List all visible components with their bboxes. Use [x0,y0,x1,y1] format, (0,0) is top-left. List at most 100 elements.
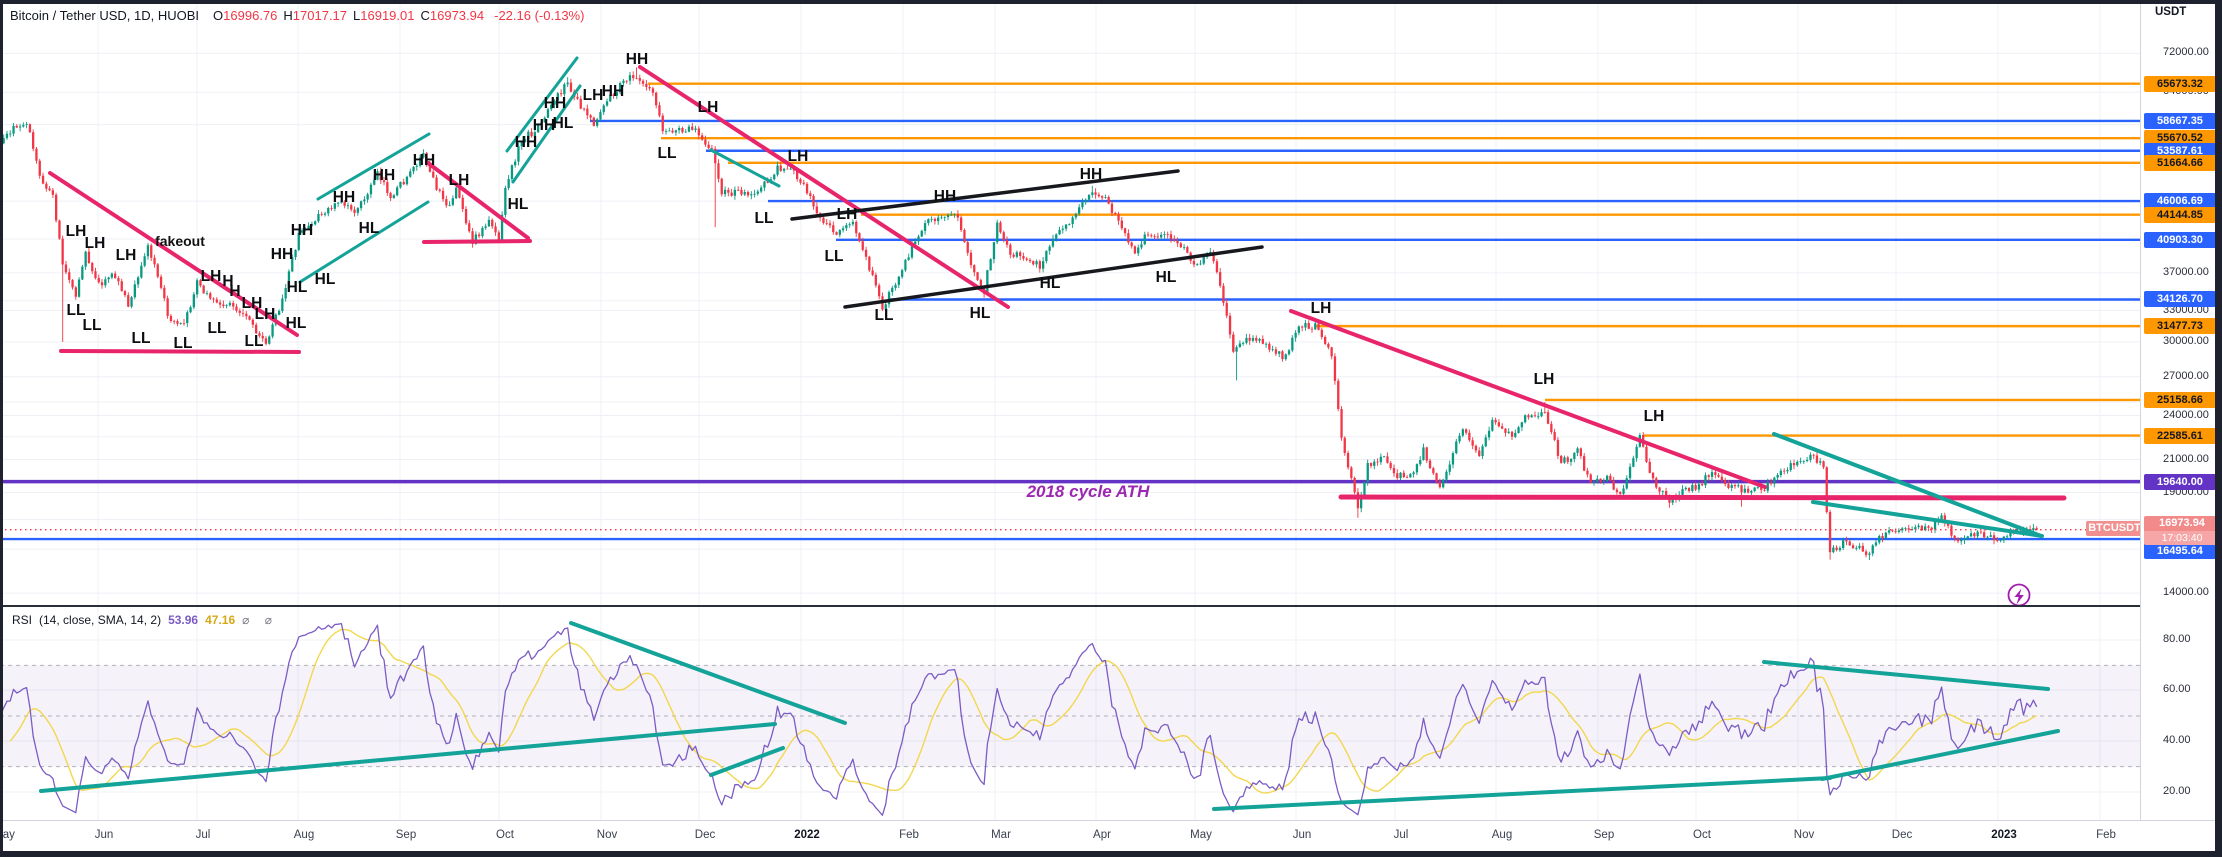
swing-label-LH[interactable]: LH [242,295,263,312]
trendline-pink[interactable] [422,239,532,244]
swing-label-HH[interactable]: HH [291,222,313,239]
trendline-teal[interactable] [316,132,431,201]
swing-label-LH[interactable]: LH [85,235,106,252]
swing-label-H[interactable]: H [229,283,240,300]
high-label: H [283,7,293,23]
swing-label-LL[interactable]: LL [132,330,151,347]
swing-label-HH[interactable]: HH [373,167,395,184]
level-price-label: 16495.64 [2144,543,2216,559]
level-price-label: 65673.32 [2144,75,2216,92]
swing-label-HH[interactable]: HH [1080,166,1102,183]
rsi-trendline[interactable] [39,722,777,793]
swing-label-LL[interactable]: LL [208,320,227,337]
close-value: 16973.94 [429,7,485,23]
price-axis[interactable]: USDT 16973.94 17:03:40 72000.0064000.003… [2140,0,2222,820]
swing-label-LL[interactable]: LL [755,210,774,227]
trendline-teal[interactable] [511,84,582,184]
swing-label-HL[interactable]: HL [359,220,380,237]
rsi-trendline[interactable] [1820,729,2060,781]
trendline-pink[interactable] [59,349,301,354]
rsi-indicator-legend[interactable]: RSI (14, close, SMA, 14, 2) 53.96 47.16 … [12,612,278,628]
trendline-pink[interactable] [638,65,1010,309]
swing-label-HH[interactable]: HH [626,51,648,68]
swing-label-LH[interactable]: LH [201,268,222,285]
swing-label-HL[interactable]: HL [553,115,574,132]
trendline-pink[interactable] [426,161,530,240]
rsi-value: 53.96 [168,613,199,627]
time-axis[interactable]: May Jun Jul Aug Sep Oct Nov Dec 2022 Feb Mar Apr May… [0,820,2222,852]
swing-label-HL[interactable]: HL [1156,269,1177,286]
swing-label-HH[interactable]: HH [333,189,355,206]
window-frame-right [2215,0,2222,857]
symbol-title[interactable]: Bitcoin / Tether USD, 1D, HUOBI [10,7,200,23]
rsi-tick: 60.00 [2163,683,2191,695]
swing-label-HL[interactable]: HL [286,315,307,332]
time-axis-label: Dec [694,829,716,841]
trendline-teal[interactable] [298,200,430,284]
trendline-pink[interactable] [1289,309,1767,489]
swing-label-LH[interactable]: LH [66,223,87,240]
rsi-trendline[interactable] [1212,776,1832,811]
candlestick-series [0,67,2038,560]
trendline-teal[interactable] [505,56,579,153]
swing-label-LH[interactable]: LH [837,206,858,223]
swing-label-LH[interactable]: LH [1311,300,1332,317]
trendline-pink[interactable] [1338,494,2067,501]
rsi-trendline[interactable] [1762,660,2050,691]
trendline-pink[interactable] [48,171,299,337]
swing-label-HL[interactable]: HL [287,279,308,296]
swing-label-LL[interactable]: LL [245,333,264,350]
lightning-bolt-icon[interactable] [2007,583,2031,607]
swing-label-LH[interactable]: LH [449,172,470,189]
swing-label-HH[interactable]: HH [934,188,956,205]
rsi-band [0,665,2140,767]
swing-label-LH[interactable]: LH [788,148,809,165]
swing-label-LL[interactable]: LL [875,307,894,324]
swing-label-LL[interactable]: LL [83,317,102,334]
swing-label-LL[interactable]: LL [67,302,86,319]
time-axis-label: Mar [991,829,1011,841]
swing-label-HL[interactable]: HL [1040,275,1061,292]
swing-label-LH[interactable]: LH [116,247,137,264]
swing-label-LH[interactable]: LH [1534,371,1555,388]
trendline-black[interactable] [843,245,1264,309]
swing-label-H[interactable]: H [222,273,233,290]
trendline-teal[interactable] [1772,432,2043,538]
swing-label-HL[interactable]: HL [315,271,336,288]
swing-label-LL[interactable]: LL [825,248,844,265]
swing-label-HH[interactable]: HH [413,152,435,169]
pane-separator[interactable] [0,605,2140,607]
swing-label-HL[interactable]: HL [508,196,529,213]
swing-label-HH[interactable]: HH [544,95,566,112]
price-line-symbol-tag[interactable]: BTCUSDT [2086,521,2143,536]
annotation-fakeout[interactable]: fakeout [155,233,205,249]
price-tick: 21000.00 [2163,452,2209,465]
trendline-black[interactable] [790,169,1180,221]
level-price-label: 44144.85 [2144,206,2216,223]
rsi-line [0,622,2038,816]
swing-label-LH[interactable]: LH [255,306,276,323]
rsi-trendline[interactable] [709,746,785,777]
swing-label-LH[interactable]: LH [583,87,604,104]
swing-label-HH[interactable]: HH [602,83,624,100]
time-axis-label: Apr [1093,829,1111,841]
close-label: C [420,7,430,23]
swing-label-LL[interactable]: LL [174,335,193,352]
open-value: 16996.76 [223,7,278,23]
swing-label-LL[interactable]: LL [658,145,677,162]
swing-label-LH[interactable]: LH [1644,408,1665,425]
swing-label-HL[interactable]: HL [970,305,991,322]
swing-label-HH[interactable]: HH [533,117,555,134]
swing-label-HH[interactable]: HH [271,246,293,263]
swing-label-HH[interactable]: HH [515,134,537,151]
grid-lines [0,0,2140,820]
annotation-2018-cycle-ath[interactable]: 2018 cycle ATH [1026,482,1150,501]
bar-countdown: 17:03:40 [2144,530,2220,545]
rsi-trendline[interactable] [569,621,847,725]
rsi-hidden-icons[interactable]: ⌀ ⌀ [242,613,278,627]
trendline-teal[interactable] [709,148,781,188]
time-axis-label: Jul [1393,829,1409,841]
trendline-teal[interactable] [1811,500,2044,538]
swing-label-LH[interactable]: LH [698,99,719,116]
